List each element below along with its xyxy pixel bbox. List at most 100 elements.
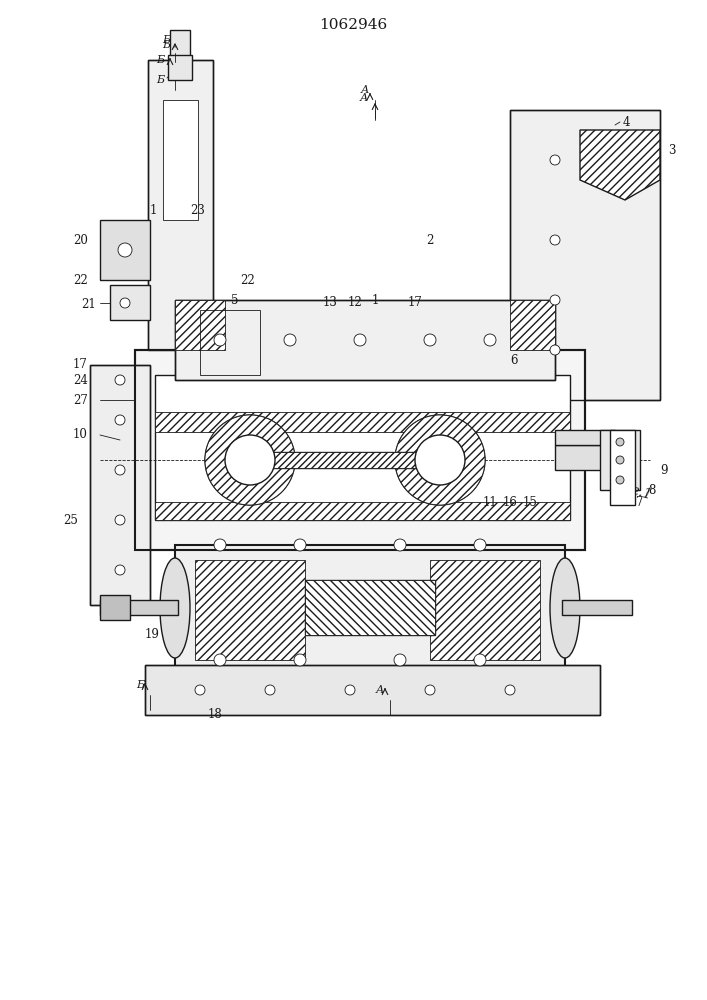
Bar (170, 30, 190, 60)
Circle shape (616, 456, 624, 464)
Circle shape (505, 685, 515, 695)
Text: 22: 22 (240, 273, 255, 286)
Text: 25: 25 (63, 514, 78, 526)
Bar (175, 545, 565, 670)
Text: 4: 4 (623, 115, 631, 128)
Bar (100, 220, 150, 280)
Circle shape (115, 375, 125, 385)
Text: 1: 1 (150, 204, 157, 217)
Bar (168, 55, 192, 80)
Circle shape (284, 334, 296, 346)
Bar (100, 595, 130, 620)
Circle shape (115, 465, 125, 475)
Text: Б: Б (162, 35, 170, 45)
Text: А: А (376, 685, 384, 695)
Bar (155, 502, 570, 520)
Bar (250, 452, 440, 468)
Bar (148, 60, 213, 350)
Circle shape (415, 435, 465, 485)
Bar (90, 365, 150, 605)
Bar (305, 580, 435, 635)
Circle shape (424, 334, 436, 346)
Text: 19: 19 (145, 629, 160, 642)
Bar (250, 452, 440, 468)
Bar (510, 300, 555, 350)
Text: Б: Б (136, 680, 144, 690)
Circle shape (394, 654, 406, 666)
Bar (90, 365, 150, 605)
Text: 2: 2 (426, 233, 433, 246)
Circle shape (395, 415, 485, 505)
Text: Б: Б (156, 75, 164, 85)
Circle shape (354, 334, 366, 346)
Circle shape (205, 415, 295, 505)
Ellipse shape (160, 558, 190, 658)
Bar (135, 350, 585, 550)
Text: 24: 24 (73, 373, 88, 386)
Circle shape (225, 435, 275, 485)
Circle shape (484, 334, 496, 346)
Bar (163, 100, 198, 220)
Bar (110, 285, 150, 320)
Bar (100, 600, 178, 615)
Circle shape (115, 515, 125, 525)
Bar (145, 665, 600, 715)
Circle shape (214, 539, 226, 551)
Circle shape (120, 298, 130, 308)
Bar (175, 300, 555, 380)
Bar (195, 560, 305, 660)
Circle shape (395, 415, 485, 505)
Text: 1: 1 (371, 294, 379, 306)
Circle shape (118, 243, 132, 257)
Bar (135, 350, 585, 550)
Bar (555, 445, 635, 470)
Text: 13: 13 (322, 296, 337, 308)
Text: 5: 5 (231, 294, 239, 306)
Circle shape (265, 685, 275, 695)
Bar (430, 560, 540, 660)
Text: 23: 23 (190, 204, 205, 217)
Text: 27: 27 (73, 393, 88, 406)
Bar (600, 430, 640, 490)
Circle shape (115, 565, 125, 575)
Text: Б: Б (162, 40, 170, 50)
Text: 17: 17 (407, 296, 423, 308)
Text: 11: 11 (483, 495, 498, 508)
Circle shape (616, 476, 624, 484)
Circle shape (214, 334, 226, 346)
Bar (200, 310, 260, 375)
Bar (155, 375, 570, 520)
Bar (510, 110, 660, 400)
Circle shape (214, 654, 226, 666)
Text: 7: 7 (636, 495, 643, 508)
Bar (555, 430, 615, 445)
Circle shape (550, 235, 560, 245)
Circle shape (474, 654, 486, 666)
Circle shape (294, 539, 306, 551)
Circle shape (616, 438, 624, 446)
Bar (610, 430, 635, 505)
Bar (148, 60, 213, 350)
Circle shape (474, 539, 486, 551)
Text: 8: 8 (648, 484, 655, 496)
Circle shape (550, 295, 560, 305)
Circle shape (115, 415, 125, 425)
Text: 9: 9 (660, 464, 667, 477)
Bar (305, 580, 435, 635)
Ellipse shape (550, 558, 580, 658)
Circle shape (550, 345, 560, 355)
Text: 20: 20 (73, 233, 88, 246)
Bar (155, 412, 570, 432)
Bar (145, 665, 600, 715)
Text: 12: 12 (348, 296, 363, 308)
Text: 18: 18 (208, 708, 223, 722)
Circle shape (425, 685, 435, 695)
Text: 17: 17 (73, 359, 88, 371)
Text: 15: 15 (522, 495, 537, 508)
Text: А: А (360, 93, 368, 103)
Text: Б: Б (156, 55, 164, 65)
Text: 10: 10 (73, 428, 88, 442)
Text: Фиг.1: Фиг.1 (610, 478, 653, 502)
Circle shape (205, 415, 295, 505)
Text: А: А (361, 85, 369, 95)
